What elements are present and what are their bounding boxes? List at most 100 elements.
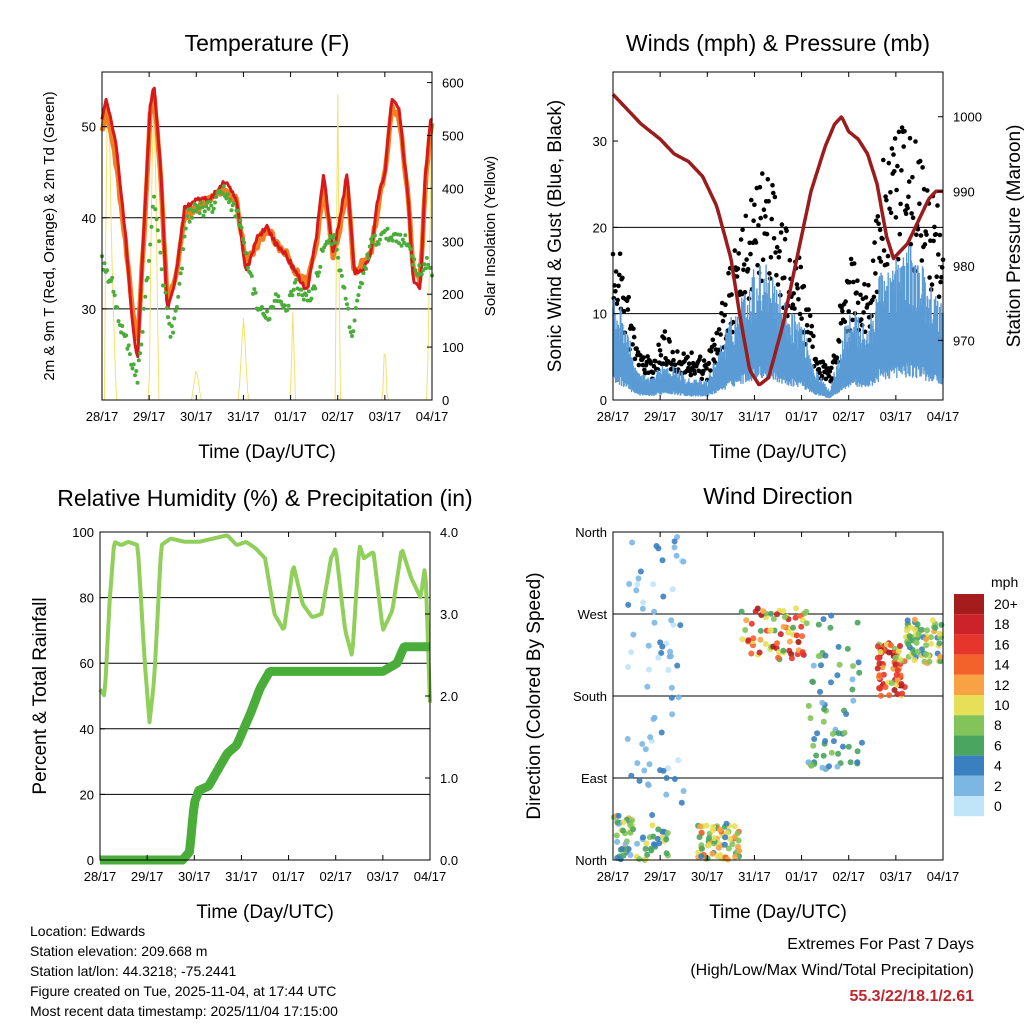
td-point: [339, 273, 344, 278]
gust-point: [917, 201, 922, 206]
td-point: [228, 197, 233, 202]
direction-point: [668, 694, 675, 701]
gust-point: [708, 368, 713, 373]
y-right-tick-label: 200: [442, 287, 464, 302]
td-point: [237, 223, 242, 227]
direction-point: [698, 853, 705, 860]
humidity-y-ticks: 0 20 40 60 80 100: [72, 525, 105, 868]
direction-point: [660, 767, 667, 774]
gust-point: [822, 362, 828, 368]
legend-swatch: [954, 654, 984, 675]
gust-point: [898, 201, 903, 207]
direction-point: [710, 824, 717, 830]
direction-point: [664, 765, 671, 772]
gust-point: [896, 129, 902, 135]
gust-point: [716, 327, 722, 332]
gust-point: [855, 278, 860, 284]
y-tick-label: North: [575, 853, 607, 868]
td-point: [357, 285, 362, 290]
direction-point: [659, 643, 666, 650]
direction-point: [645, 781, 651, 788]
direction-point: [815, 621, 822, 628]
direction-point: [856, 669, 863, 676]
td-point: [309, 296, 314, 301]
gust-point: [774, 244, 780, 250]
td-point: [224, 196, 229, 201]
direction-point: [923, 636, 929, 643]
gust-point: [858, 292, 863, 298]
td-point: [422, 262, 427, 267]
direction-point: [650, 581, 657, 588]
legend-label: 8: [994, 717, 1002, 733]
gust-point: [809, 323, 815, 329]
td-point: [152, 194, 156, 199]
gust-point: [929, 282, 935, 287]
direction-point: [637, 568, 644, 575]
td-point: [148, 242, 153, 247]
direction-point: [828, 679, 834, 686]
td-point: [301, 297, 306, 302]
direction-point: [732, 853, 739, 860]
td-point: [102, 261, 107, 266]
direction-point: [807, 715, 814, 722]
gust-point: [880, 236, 885, 242]
legend-swatch: [954, 634, 984, 655]
x-tick-label: 01/17: [785, 409, 818, 424]
td-point: [190, 215, 195, 220]
td-point: [239, 225, 244, 230]
y-right-tick-label: 970: [953, 333, 975, 348]
td-point: [210, 210, 215, 214]
winds-x-ticks: 28/17 29/17 30/17 31/17 01/17 02/17 03/17 04/17: [597, 72, 959, 424]
x-tick-label: 28/17: [597, 409, 630, 424]
gust-point: [892, 136, 898, 141]
gust-point: [653, 358, 658, 364]
direction-point: [667, 653, 674, 660]
td-point: [334, 247, 339, 252]
gust-point: [617, 272, 622, 278]
direction-point: [788, 655, 795, 662]
gust-point: [816, 366, 822, 372]
gust-point: [914, 232, 919, 238]
direction-point: [898, 681, 905, 687]
direction-point: [640, 599, 647, 606]
direction-point: [735, 837, 742, 844]
direction-point: [819, 699, 826, 706]
direction-point: [649, 812, 656, 818]
gust-point: [863, 295, 869, 300]
direction-point: [894, 691, 901, 698]
td-point: [150, 204, 155, 209]
gust-point: [934, 274, 939, 280]
gust-point: [726, 270, 731, 276]
direction-point: [663, 775, 670, 781]
direction-point: [876, 672, 883, 679]
direction-point: [745, 637, 752, 644]
direction-point: [809, 678, 816, 685]
direction-point: [703, 822, 710, 829]
direction-point: [721, 841, 728, 848]
td-point: [213, 200, 217, 205]
direction-point: [932, 624, 939, 631]
direction-point: [850, 697, 857, 704]
direction-point: [620, 852, 627, 859]
td-point: [315, 273, 320, 278]
direction-point: [855, 659, 862, 666]
td-point: [378, 237, 382, 242]
direction-point: [640, 834, 646, 841]
gust-point: [893, 215, 899, 220]
direction-point: [656, 840, 663, 847]
td-point: [108, 279, 113, 283]
direction-point: [893, 671, 900, 678]
direction-point: [731, 823, 738, 830]
winds-panel: Winds (mph) & Pressure (mb) 28/17 29/17 30…: [545, 30, 1024, 463]
direction-point: [613, 832, 620, 839]
pressure-y-ticks: 970 980 990 1000: [938, 110, 982, 348]
td-point: [197, 211, 202, 216]
td-point: [193, 208, 198, 213]
td-point: [235, 208, 240, 213]
y-right-tick-label: 500: [442, 128, 464, 143]
winds-xlabel: Time (Day/UTC): [709, 442, 847, 463]
gust-point: [936, 294, 942, 300]
x-tick-label: 01/17: [785, 869, 818, 884]
gust-point: [851, 261, 857, 266]
x-tick-label: 02/17: [321, 409, 354, 424]
